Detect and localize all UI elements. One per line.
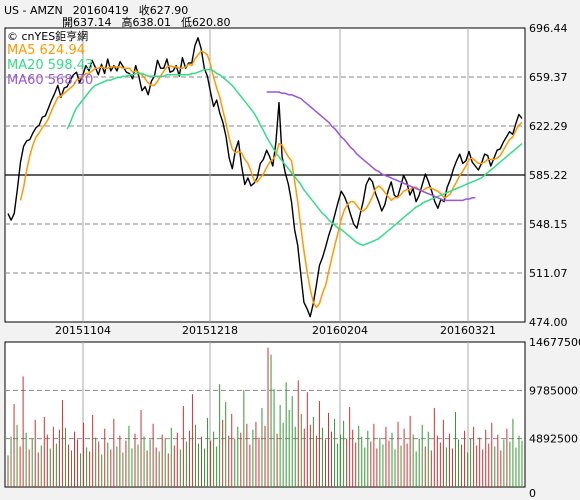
legend-ma5: MA5 624.94 (7, 43, 85, 58)
legend-ma60: MA60 568.30 (7, 73, 94, 88)
header-line-1: US - AMZN 20160419 收627.90 (4, 2, 188, 18)
volume-y-tick: 0 (529, 487, 536, 500)
price-y-tick: 622.29 (529, 120, 568, 133)
low-label: 低620.80 (181, 16, 231, 29)
x-tick-label: 20151104 (55, 324, 111, 337)
series-line-ma5 (19, 50, 523, 309)
brand-text: cnYES鉅亨網 (21, 30, 89, 43)
series-line-ma20 (66, 68, 523, 247)
brand-label: © cnYES鉅亨網 (7, 29, 88, 44)
price-y-tick: 511.07 (529, 267, 568, 280)
series-line-price (7, 37, 523, 318)
price-y-tick: 696.44 (529, 22, 568, 35)
open-label: 開637.14 (62, 16, 112, 29)
price-y-tick: 585.22 (529, 169, 568, 182)
close-label: 收627.90 (138, 4, 189, 17)
header-line-2: 開637.14 高638.01 低620.80 (62, 14, 231, 30)
volume-y-tick: 4892500 (529, 433, 578, 446)
ticker-label: US - AMZN (4, 4, 63, 17)
high-label: 高638.01 (121, 16, 172, 29)
price-y-tick: 659.37 (529, 71, 568, 84)
volume-y-tick: 9785000 (529, 384, 578, 397)
copyright-icon: © (7, 30, 18, 43)
price-y-tick: 474.00 (529, 316, 568, 329)
x-tick-label: 20160321 (440, 324, 496, 337)
date-label: 20160419 (72, 4, 129, 17)
legend-ma20: MA20 598.43 (7, 58, 94, 73)
x-tick-label: 20160204 (312, 324, 368, 337)
x-tick-label: 20151218 (182, 324, 238, 337)
volume-y-tick: 14677500 (529, 336, 580, 349)
series-line-ma60 (266, 91, 476, 202)
price-y-tick: 548.15 (529, 218, 568, 231)
